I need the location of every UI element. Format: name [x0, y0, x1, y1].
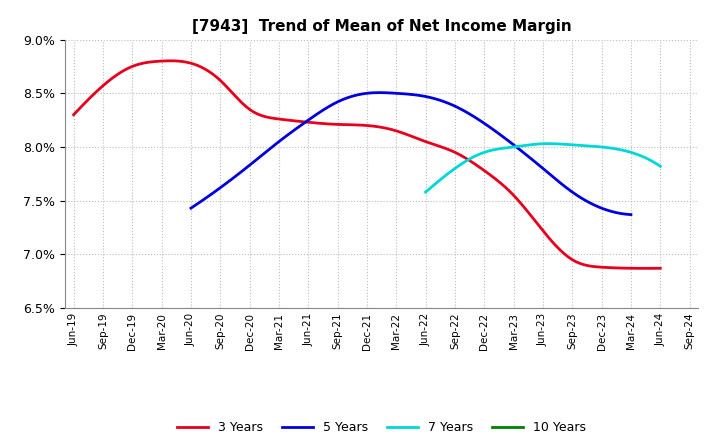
3 Years — [420, 139, 429, 144]
7 Years — [562, 142, 570, 147]
Line: 7 Years: 7 Years — [426, 143, 660, 192]
7 Years — [620, 148, 629, 153]
3 Years — [71, 110, 80, 115]
5 Years — [375, 90, 384, 95]
Line: 3 Years: 3 Years — [73, 61, 660, 268]
5 Years — [188, 205, 197, 210]
7 Years — [422, 189, 431, 194]
3 Years — [69, 112, 78, 117]
3 Years — [566, 256, 575, 261]
5 Years — [587, 201, 595, 206]
3 Years — [603, 265, 611, 270]
Legend: 3 Years, 5 Years, 7 Years, 10 Years: 3 Years, 5 Years, 7 Years, 10 Years — [172, 416, 591, 439]
7 Years — [566, 142, 575, 147]
7 Years — [561, 142, 570, 147]
3 Years — [166, 58, 174, 63]
5 Years — [450, 103, 459, 109]
5 Years — [457, 107, 466, 112]
5 Years — [559, 183, 567, 188]
Title: [7943]  Trend of Mean of Net Income Margin: [7943] Trend of Mean of Net Income Margi… — [192, 19, 572, 34]
Line: 5 Years: 5 Years — [191, 93, 631, 215]
3 Years — [431, 142, 439, 147]
3 Years — [640, 266, 649, 271]
7 Years — [656, 164, 665, 169]
5 Years — [449, 103, 457, 108]
3 Years — [418, 138, 427, 143]
7 Years — [635, 152, 644, 158]
5 Years — [186, 205, 195, 211]
5 Years — [626, 212, 635, 217]
7 Years — [421, 189, 430, 194]
7 Years — [544, 141, 552, 146]
3 Years — [656, 266, 665, 271]
